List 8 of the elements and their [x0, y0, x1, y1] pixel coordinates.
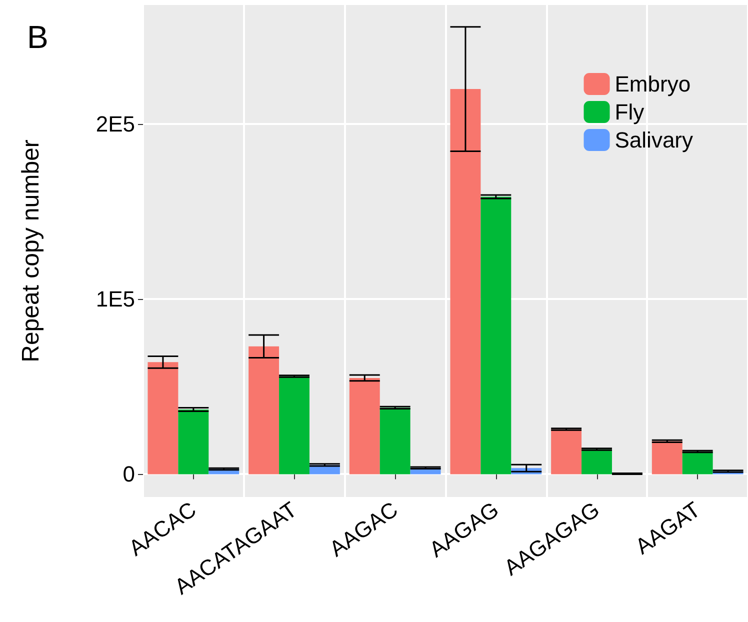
y-tick-label: 2E5 — [96, 112, 135, 137]
y-tick-label: 1E5 — [96, 286, 135, 312]
legend-label: Embryo — [614, 72, 691, 96]
legend-label: Fly — [614, 100, 644, 124]
y-tick-label: 0 — [122, 462, 135, 487]
legend-label: Salivary — [614, 128, 694, 152]
chart-title: B — [27, 19, 48, 55]
y-axis-title: Repeat copy number — [18, 140, 44, 362]
